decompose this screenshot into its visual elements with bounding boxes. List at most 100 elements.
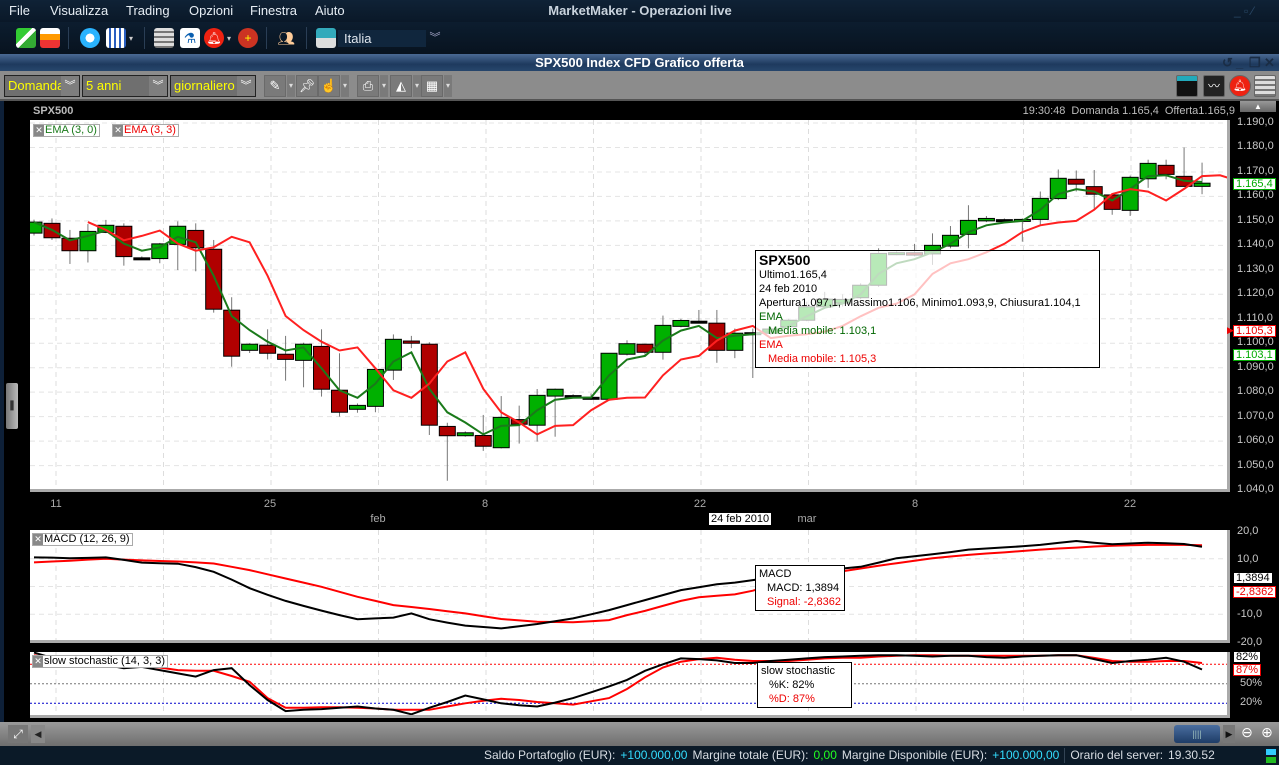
draw-line-icon[interactable]: ✎ bbox=[264, 75, 286, 97]
menu-opzioni[interactable]: Opzioni bbox=[189, 3, 234, 18]
microscope-icon[interactable]: ⚗ bbox=[180, 28, 200, 48]
last-price-box: 1.165,4 bbox=[1233, 178, 1276, 190]
minimize-icon[interactable]: _ bbox=[1236, 55, 1244, 70]
remove-icon[interactable]: ✕ bbox=[34, 125, 44, 136]
dropdown-arrow-icon[interactable]: ▾ bbox=[129, 34, 134, 43]
table-grid-icon[interactable]: ▦ bbox=[421, 75, 443, 97]
dropdown-arrow-icon[interactable]: ▾ bbox=[413, 75, 421, 97]
stoch-axis-label: 20% bbox=[1240, 696, 1263, 708]
stochastic-label: slow stochastic (14, 3, 3) bbox=[44, 655, 166, 667]
calendar-grid-icon[interactable] bbox=[106, 28, 126, 48]
date-tick: 8 bbox=[481, 498, 489, 510]
macd-tooltip-signal: Signal: -2,8362 bbox=[767, 596, 841, 608]
market-select[interactable]: Italia bbox=[338, 30, 426, 47]
chart-line-icon[interactable]: 〰 bbox=[1203, 75, 1225, 97]
remove-icon[interactable]: ✕ bbox=[33, 534, 43, 545]
price-axis-label: 1.190,0 bbox=[1237, 116, 1274, 128]
price-axis-label: 1.080,0 bbox=[1237, 385, 1274, 398]
users-icon[interactable]: 👥︎ bbox=[277, 30, 295, 46]
menu-aiuto[interactable]: Aiuto bbox=[315, 3, 345, 18]
pin-icon[interactable]: 📌︎ bbox=[296, 75, 318, 97]
dropdown-arrow-icon[interactable]: ▾ bbox=[227, 34, 232, 43]
menu-visualizza[interactable]: Visualizza bbox=[50, 3, 109, 18]
macd-axis-label: -20,0 bbox=[1237, 636, 1263, 648]
stoch-tooltip-k: %K: 82% bbox=[769, 679, 815, 691]
tree-view-icon[interactable] bbox=[16, 28, 36, 48]
header-ask: Offerta1.165,9 bbox=[1164, 105, 1235, 117]
fullscreen-icon[interactable]: ⤢ bbox=[8, 725, 28, 743]
macd-legend[interactable]: ✕ MACD (12, 26, 9) bbox=[32, 533, 133, 546]
zoom-out-icon[interactable]: ⊖ bbox=[1241, 724, 1253, 740]
window-title: SPX500 Index CFD Grafico offerta bbox=[535, 55, 744, 70]
price-axis-label: 1.120,0 bbox=[1237, 287, 1274, 300]
dropdown-arrow-icon[interactable]: ▾ bbox=[380, 75, 388, 97]
remove-icon[interactable]: ✕ bbox=[33, 656, 43, 667]
macd-panel[interactable] bbox=[30, 530, 1230, 643]
collapse-up-icon[interactable]: ▲ bbox=[1240, 101, 1276, 112]
macd-axis-label: -10,0 bbox=[1237, 608, 1263, 620]
window-controls[interactable]: _ ▫ ⁄ bbox=[1234, 4, 1254, 18]
news-icon[interactable] bbox=[154, 28, 174, 48]
side-panel-handle[interactable]: ❚ bbox=[6, 383, 18, 429]
menu-finestra[interactable]: Finestra bbox=[250, 3, 297, 18]
candle bbox=[977, 217, 995, 222]
monitor-icon[interactable] bbox=[316, 28, 336, 48]
candle bbox=[241, 343, 259, 351]
app-title: MarketMaker - Operazioni live bbox=[548, 3, 732, 18]
briefcase-icon[interactable] bbox=[80, 28, 100, 48]
dropdown-arrow-icon[interactable]: ▾ bbox=[444, 75, 452, 97]
layout-panel-icon[interactable] bbox=[1176, 75, 1198, 97]
restore-icon[interactable]: ↺ bbox=[1222, 55, 1233, 70]
candle bbox=[690, 320, 708, 324]
news-icon[interactable] bbox=[1254, 75, 1276, 97]
remove-icon[interactable]: ✕ bbox=[113, 125, 123, 136]
stoch-axis-label: 50% bbox=[1240, 677, 1263, 689]
add-alert-icon[interactable]: + bbox=[238, 28, 258, 48]
chart-symbol: SPX500 bbox=[33, 105, 74, 117]
price-axis-label: 1.110,0 bbox=[1237, 311, 1273, 324]
chevron-down-icon[interactable]: ︾ bbox=[429, 32, 441, 44]
chevron-down-icon: ︾ bbox=[237, 76, 255, 96]
chart-header-quotes: 19:30:48 Domanda 1.165,4 Offerta1.165,9 bbox=[1023, 105, 1235, 117]
ema-fast-legend[interactable]: ✕ EMA (3, 0) bbox=[33, 124, 100, 137]
price-axis-label: 1.090,0 bbox=[1237, 360, 1274, 373]
macd-chart[interactable] bbox=[30, 530, 1227, 640]
cursor-tool-icon[interactable]: ☝ bbox=[318, 75, 340, 97]
tooltip-ema1-title: EMA bbox=[759, 311, 783, 323]
price-type-select[interactable]: Domanda ︾ bbox=[4, 75, 80, 97]
ema-slow-legend[interactable]: ✕ EMA (3, 3) bbox=[112, 124, 179, 137]
price-chart[interactable] bbox=[30, 120, 1227, 489]
stochastic-chart[interactable] bbox=[30, 652, 1227, 715]
interval-value: giornaliero bbox=[174, 78, 235, 93]
zoom-in-icon[interactable]: ⊕ bbox=[1261, 724, 1273, 740]
interval-select[interactable]: giornaliero ︾ bbox=[170, 75, 256, 97]
layout-icon[interactable] bbox=[40, 28, 60, 48]
candle bbox=[259, 344, 277, 354]
scroll-left-icon[interactable]: ◀ bbox=[31, 725, 45, 743]
menu-trading[interactable]: Trading bbox=[126, 3, 170, 18]
stochastic-legend[interactable]: ✕ slow stochastic (14, 3, 3) bbox=[32, 655, 169, 668]
alarm-bell-icon[interactable]: 🔔︎ bbox=[1229, 75, 1251, 97]
alarm-bell-icon[interactable]: 🔔︎ bbox=[204, 28, 224, 48]
print-icon[interactable]: ⎙ bbox=[357, 75, 379, 97]
menu-file[interactable]: File bbox=[9, 3, 30, 18]
stochastic-panel[interactable] bbox=[30, 652, 1230, 718]
stoch-k-box: 82% bbox=[1233, 651, 1262, 663]
dropdown-arrow-icon[interactable]: ▾ bbox=[287, 75, 295, 97]
server-time: 19.30.52 bbox=[1168, 748, 1215, 762]
macd-tooltip: MACD MACD: 1,3894 Signal: -2,8362 bbox=[755, 565, 845, 611]
maximize-icon[interactable]: ❐ bbox=[1249, 55, 1261, 70]
balance-value: +100.000,00 bbox=[620, 748, 688, 762]
scroll-right-icon[interactable]: ▶ bbox=[1223, 725, 1235, 743]
tooltip-ohlc: Apertura1.097,1, Massimo1.106, Minimo1.0… bbox=[759, 297, 1081, 309]
chart-scrollbar[interactable]: ⤢ ◀ |||| ▶ ⊖ ⊕ bbox=[0, 722, 1279, 746]
period-select[interactable]: 5 anni ︾ bbox=[82, 75, 168, 97]
close-icon[interactable]: ✕ bbox=[1264, 55, 1275, 70]
date-tick: 22 bbox=[1123, 498, 1137, 510]
ema-fast-label: EMA (3, 0) bbox=[45, 124, 97, 136]
chart-type-icon[interactable]: ◭ bbox=[390, 75, 412, 97]
candle bbox=[1049, 177, 1067, 200]
stochastic-tooltip: slow stochastic %K: 82% %D: 87% bbox=[757, 662, 852, 708]
scroll-thumb[interactable]: |||| bbox=[1174, 725, 1220, 743]
dropdown-arrow-icon[interactable]: ▾ bbox=[341, 75, 349, 97]
